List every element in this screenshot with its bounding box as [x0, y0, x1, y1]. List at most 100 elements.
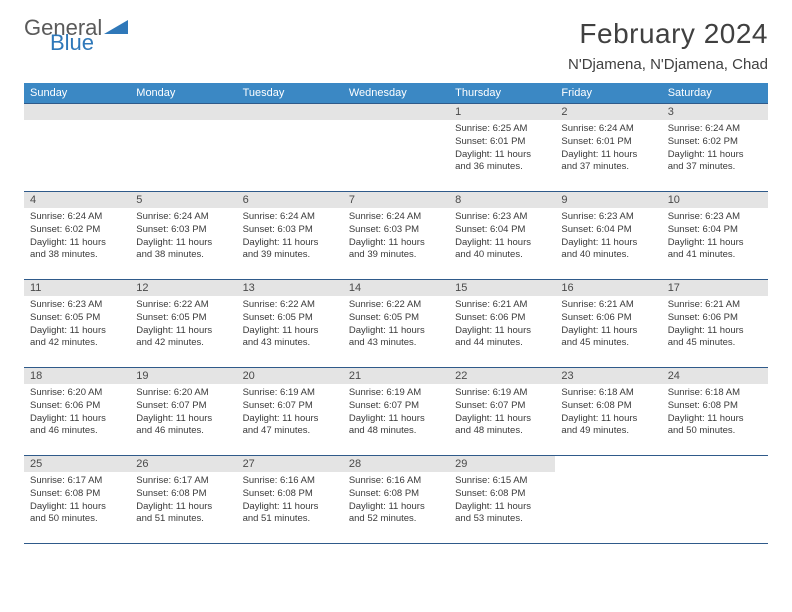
- day-info: Sunrise: 6:23 AMSunset: 6:04 PMDaylight:…: [555, 208, 661, 265]
- day-info: Sunrise: 6:24 AMSunset: 6:02 PMDaylight:…: [662, 120, 768, 177]
- calendar-empty: [662, 456, 768, 544]
- day-number: 14: [343, 280, 449, 296]
- calendar-day: 17Sunrise: 6:21 AMSunset: 6:06 PMDayligh…: [662, 280, 768, 368]
- day-number: 29: [449, 456, 555, 472]
- calendar-day: 3Sunrise: 6:24 AMSunset: 6:02 PMDaylight…: [662, 104, 768, 192]
- calendar-day: 7Sunrise: 6:24 AMSunset: 6:03 PMDaylight…: [343, 192, 449, 280]
- calendar-day: 20Sunrise: 6:19 AMSunset: 6:07 PMDayligh…: [237, 368, 343, 456]
- day-number: 17: [662, 280, 768, 296]
- day-number: 20: [237, 368, 343, 384]
- calendar-row: 18Sunrise: 6:20 AMSunset: 6:06 PMDayligh…: [24, 368, 768, 456]
- weekday-header: Sunday: [24, 83, 130, 104]
- weekday-header-row: SundayMondayTuesdayWednesdayThursdayFrid…: [24, 83, 768, 104]
- day-number: 7: [343, 192, 449, 208]
- weekday-header: Thursday: [449, 83, 555, 104]
- day-info: Sunrise: 6:23 AMSunset: 6:04 PMDaylight:…: [449, 208, 555, 265]
- calendar-row: 4Sunrise: 6:24 AMSunset: 6:02 PMDaylight…: [24, 192, 768, 280]
- day-info: Sunrise: 6:20 AMSunset: 6:07 PMDaylight:…: [130, 384, 236, 441]
- day-info: Sunrise: 6:24 AMSunset: 6:03 PMDaylight:…: [130, 208, 236, 265]
- calendar-day: 19Sunrise: 6:20 AMSunset: 6:07 PMDayligh…: [130, 368, 236, 456]
- title-block: February 2024 N'Djamena, N'Djamena, Chad: [568, 18, 768, 73]
- day-info: Sunrise: 6:18 AMSunset: 6:08 PMDaylight:…: [662, 384, 768, 441]
- day-info: Sunrise: 6:24 AMSunset: 6:03 PMDaylight:…: [237, 208, 343, 265]
- day-info: Sunrise: 6:23 AMSunset: 6:04 PMDaylight:…: [662, 208, 768, 265]
- day-info: Sunrise: 6:15 AMSunset: 6:08 PMDaylight:…: [449, 472, 555, 529]
- calendar-day: 1Sunrise: 6:25 AMSunset: 6:01 PMDaylight…: [449, 104, 555, 192]
- day-number: 8: [449, 192, 555, 208]
- day-info: Sunrise: 6:24 AMSunset: 6:02 PMDaylight:…: [24, 208, 130, 265]
- header: General Blue February 2024 N'Djamena, N'…: [24, 18, 768, 73]
- calendar-day: 10Sunrise: 6:23 AMSunset: 6:04 PMDayligh…: [662, 192, 768, 280]
- day-number: 18: [24, 368, 130, 384]
- day-info: Sunrise: 6:24 AMSunset: 6:03 PMDaylight:…: [343, 208, 449, 265]
- calendar-day: 18Sunrise: 6:20 AMSunset: 6:06 PMDayligh…: [24, 368, 130, 456]
- day-number: 15: [449, 280, 555, 296]
- month-title: February 2024: [568, 18, 768, 50]
- day-number: 24: [662, 368, 768, 384]
- day-number: 27: [237, 456, 343, 472]
- day-number: 9: [555, 192, 661, 208]
- calendar-day: 2Sunrise: 6:24 AMSunset: 6:01 PMDaylight…: [555, 104, 661, 192]
- calendar-empty: [555, 456, 661, 544]
- weekday-header: Wednesday: [343, 83, 449, 104]
- logo: General Blue: [24, 18, 130, 54]
- calendar-day: 14Sunrise: 6:22 AMSunset: 6:05 PMDayligh…: [343, 280, 449, 368]
- weekday-header: Saturday: [662, 83, 768, 104]
- calendar-day: 21Sunrise: 6:19 AMSunset: 6:07 PMDayligh…: [343, 368, 449, 456]
- day-info: Sunrise: 6:22 AMSunset: 6:05 PMDaylight:…: [237, 296, 343, 353]
- calendar-row: 25Sunrise: 6:17 AMSunset: 6:08 PMDayligh…: [24, 456, 768, 544]
- day-info: Sunrise: 6:21 AMSunset: 6:06 PMDaylight:…: [449, 296, 555, 353]
- day-number: 12: [130, 280, 236, 296]
- logo-text-blue: Blue: [50, 33, 130, 54]
- calendar-day: 28Sunrise: 6:16 AMSunset: 6:08 PMDayligh…: [343, 456, 449, 544]
- day-number: 16: [555, 280, 661, 296]
- calendar-day: 9Sunrise: 6:23 AMSunset: 6:04 PMDaylight…: [555, 192, 661, 280]
- day-number: 23: [555, 368, 661, 384]
- weekday-header: Friday: [555, 83, 661, 104]
- day-info: Sunrise: 6:22 AMSunset: 6:05 PMDaylight:…: [130, 296, 236, 353]
- calendar-empty: [343, 104, 449, 192]
- calendar-day: 11Sunrise: 6:23 AMSunset: 6:05 PMDayligh…: [24, 280, 130, 368]
- day-number: 3: [662, 104, 768, 120]
- day-info: Sunrise: 6:17 AMSunset: 6:08 PMDaylight:…: [130, 472, 236, 529]
- day-info: Sunrise: 6:19 AMSunset: 6:07 PMDaylight:…: [449, 384, 555, 441]
- day-info: Sunrise: 6:21 AMSunset: 6:06 PMDaylight:…: [555, 296, 661, 353]
- day-number: 25: [24, 456, 130, 472]
- calendar-day: 8Sunrise: 6:23 AMSunset: 6:04 PMDaylight…: [449, 192, 555, 280]
- day-info: Sunrise: 6:20 AMSunset: 6:06 PMDaylight:…: [24, 384, 130, 441]
- day-number: 1: [449, 104, 555, 120]
- day-number: 11: [24, 280, 130, 296]
- location: N'Djamena, N'Djamena, Chad: [568, 56, 768, 73]
- day-info: Sunrise: 6:18 AMSunset: 6:08 PMDaylight:…: [555, 384, 661, 441]
- calendar-day: 15Sunrise: 6:21 AMSunset: 6:06 PMDayligh…: [449, 280, 555, 368]
- calendar-day: 29Sunrise: 6:15 AMSunset: 6:08 PMDayligh…: [449, 456, 555, 544]
- calendar-empty: [130, 104, 236, 192]
- day-info: Sunrise: 6:24 AMSunset: 6:01 PMDaylight:…: [555, 120, 661, 177]
- calendar-row: 1Sunrise: 6:25 AMSunset: 6:01 PMDaylight…: [24, 104, 768, 192]
- day-info: Sunrise: 6:23 AMSunset: 6:05 PMDaylight:…: [24, 296, 130, 353]
- day-number: 5: [130, 192, 236, 208]
- weekday-header: Tuesday: [237, 83, 343, 104]
- calendar-day: 25Sunrise: 6:17 AMSunset: 6:08 PMDayligh…: [24, 456, 130, 544]
- calendar-day: 26Sunrise: 6:17 AMSunset: 6:08 PMDayligh…: [130, 456, 236, 544]
- day-info: Sunrise: 6:21 AMSunset: 6:06 PMDaylight:…: [662, 296, 768, 353]
- calendar-day: 23Sunrise: 6:18 AMSunset: 6:08 PMDayligh…: [555, 368, 661, 456]
- calendar-day: 12Sunrise: 6:22 AMSunset: 6:05 PMDayligh…: [130, 280, 236, 368]
- calendar-empty: [24, 104, 130, 192]
- day-info: Sunrise: 6:19 AMSunset: 6:07 PMDaylight:…: [237, 384, 343, 441]
- calendar-day: 16Sunrise: 6:21 AMSunset: 6:06 PMDayligh…: [555, 280, 661, 368]
- day-number: 6: [237, 192, 343, 208]
- calendar-day: 4Sunrise: 6:24 AMSunset: 6:02 PMDaylight…: [24, 192, 130, 280]
- day-number: 26: [130, 456, 236, 472]
- day-number: 22: [449, 368, 555, 384]
- calendar-day: 5Sunrise: 6:24 AMSunset: 6:03 PMDaylight…: [130, 192, 236, 280]
- day-number: 21: [343, 368, 449, 384]
- calendar-body: 1Sunrise: 6:25 AMSunset: 6:01 PMDaylight…: [24, 104, 768, 544]
- calendar-day: 27Sunrise: 6:16 AMSunset: 6:08 PMDayligh…: [237, 456, 343, 544]
- day-info: Sunrise: 6:16 AMSunset: 6:08 PMDaylight:…: [237, 472, 343, 529]
- day-number: 4: [24, 192, 130, 208]
- calendar-row: 11Sunrise: 6:23 AMSunset: 6:05 PMDayligh…: [24, 280, 768, 368]
- calendar-day: 24Sunrise: 6:18 AMSunset: 6:08 PMDayligh…: [662, 368, 768, 456]
- calendar-empty: [237, 104, 343, 192]
- day-info: Sunrise: 6:19 AMSunset: 6:07 PMDaylight:…: [343, 384, 449, 441]
